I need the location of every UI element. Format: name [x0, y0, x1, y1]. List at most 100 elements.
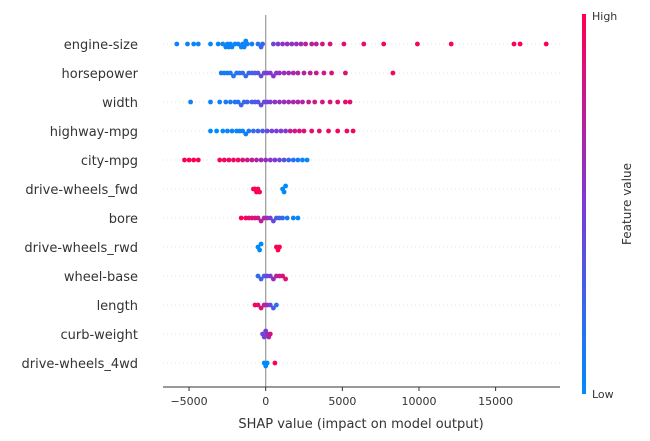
shap-point-engine-size [215, 41, 221, 47]
x-tick-label: 0 [262, 395, 269, 408]
shap-point-engine-size [220, 41, 226, 47]
colorbar-title: Feature value [620, 163, 634, 245]
shap-point-highway-mpg [283, 128, 288, 134]
shap-point-width [290, 99, 296, 105]
shap-point-horsepower [313, 70, 319, 76]
shap-point-width [217, 99, 223, 105]
shap-point-highway-mpg [264, 128, 270, 134]
feature-label-wheel-base: wheel-base [64, 270, 138, 285]
feature-label-bore: bore [109, 212, 138, 227]
shap-point-highway-mpg [301, 128, 307, 134]
shap-point-highway-mpg [240, 128, 246, 134]
shap-point-width [238, 102, 244, 108]
shap-point-engine-size [185, 41, 190, 47]
x-axis-ticks: −5000 0 5000 10000 15000 [170, 387, 513, 408]
shap-point-city-mpg [286, 157, 292, 163]
shap-point-engine-size [275, 41, 281, 47]
shap-point-width [188, 99, 194, 105]
feature-label-width: width [102, 96, 138, 111]
shap-point-width [335, 99, 341, 105]
shap-point-width [235, 99, 241, 105]
shap-point-horsepower [277, 70, 282, 76]
shap-point-horsepower [240, 70, 246, 76]
shap-point-width [300, 99, 305, 105]
shap-point-highway-mpg [225, 128, 230, 134]
shap-point-horsepower [295, 70, 301, 76]
shap-point-bore [271, 218, 276, 224]
shap-point-width [320, 99, 325, 105]
shap-point-width [272, 99, 278, 105]
shap-point-city-mpg [281, 157, 287, 163]
shap-point-highway-mpg [243, 131, 249, 137]
shap-point-width [244, 99, 250, 105]
shap-point-city-mpg [191, 157, 197, 163]
shap-point-drive-wheels-rwd [277, 244, 282, 250]
shap-point-engine-size [244, 41, 250, 47]
shap-point-city-mpg [300, 157, 305, 163]
feature-label-drive-wheels-fwd: drive-wheels_fwd [25, 183, 138, 198]
shap-point-engine-size [415, 41, 420, 47]
shap-point-engine-size [309, 41, 315, 47]
shap-point-engine-size [511, 41, 517, 47]
shap-point-highway-mpg [278, 128, 284, 134]
shap-point-horsepower [321, 70, 327, 76]
shap-point-width [312, 99, 318, 105]
shap-point-engine-size [195, 41, 201, 47]
feature-label-drive-wheels-rwd: drive-wheels_rwd [24, 241, 138, 256]
shap-point-length [274, 302, 279, 308]
shap-point-city-mpg [195, 157, 201, 163]
shap-point-engine-size [255, 41, 261, 47]
shap-point-horsepower [258, 73, 264, 79]
shap-point-width [295, 99, 301, 105]
shap-point-width [208, 99, 213, 105]
shap-point-horsepower [255, 70, 261, 76]
x-tick-label: −5000 [170, 395, 207, 408]
shap-point-highway-mpg [287, 128, 293, 134]
feature-label-horsepower: horsepower [62, 67, 139, 82]
shap-point-city-mpg [221, 157, 227, 163]
shap-point-drive-wheels-rwd [258, 241, 264, 247]
shap-point-wheel-base [280, 273, 285, 279]
shap-point-horsepower [267, 70, 273, 76]
shap-point-engine-size [327, 41, 333, 47]
shap-point-highway-mpg [251, 128, 256, 134]
shap-point-highway-mpg [309, 128, 315, 134]
shap-point-curb-weight [261, 334, 267, 340]
shap-point-width [267, 99, 273, 105]
shap-point-city-mpg [186, 157, 192, 163]
shap-point-engine-size [284, 41, 290, 47]
shap-point-engine-size [235, 41, 241, 47]
shap-point-engine-size [320, 41, 325, 47]
shap-point-engine-size [289, 41, 295, 47]
shap-point-city-mpg [226, 157, 232, 163]
shap-point-width [327, 99, 333, 105]
shap-point-horsepower [231, 73, 236, 79]
shap-point-width [228, 99, 233, 105]
shap-point-city-mpg [272, 157, 278, 163]
shap-point-engine-size [191, 41, 197, 47]
shap-point-bore [290, 215, 296, 221]
feature-label-engine-size: engine-size [64, 38, 138, 53]
shap-point-highway-mpg [326, 128, 331, 134]
shap-point-wheel-base [258, 276, 264, 282]
shap-point-wheel-base [255, 273, 261, 279]
shap-point-highway-mpg [269, 128, 275, 134]
shap-point-bore [255, 215, 261, 221]
shap-point-highway-mpg [208, 128, 213, 134]
shap-point-length [255, 302, 261, 308]
shap-point-engine-size [294, 41, 299, 47]
shap-point-highway-mpg [316, 128, 322, 134]
shap-point-engine-size [249, 41, 255, 47]
shap-point-engine-size [313, 41, 319, 47]
shap-point-engine-size [448, 41, 454, 47]
shap-point-bore [284, 215, 290, 221]
shap-point-bore [280, 215, 285, 221]
shap-point-drive-wheels-fwd [281, 189, 287, 195]
shap-point-drive-wheels-fwd [257, 189, 262, 195]
shap-point-engine-size [381, 41, 387, 47]
shap-point-horsepower [307, 70, 313, 76]
shap-point-city-mpg [182, 157, 187, 163]
feature-rows [163, 43, 560, 364]
shap-point-city-mpg [277, 157, 282, 163]
